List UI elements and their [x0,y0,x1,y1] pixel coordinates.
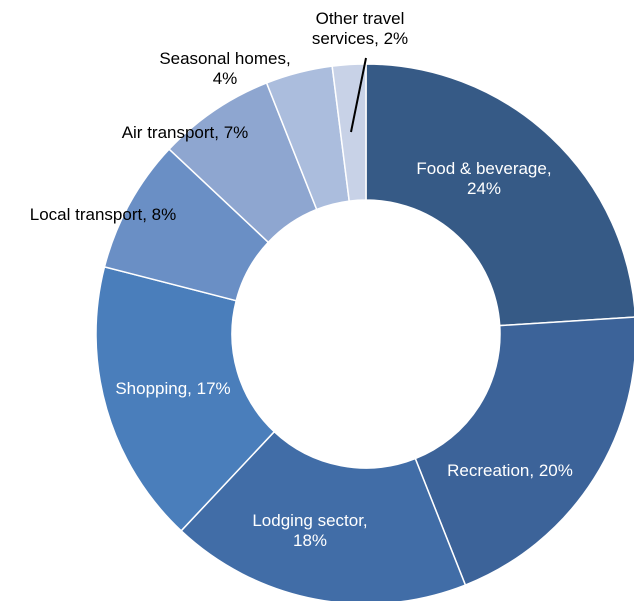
label-line: Food & beverage, [416,159,551,178]
label-line: Other travel [316,9,405,28]
label-line: 24% [467,179,501,198]
donut-slice [365,63,634,327]
label-line: Local transport, 8% [30,205,176,224]
label-line: 18% [293,531,327,550]
data-label: Local transport, 8% [30,205,176,224]
data-label: Seasonal homes, 4% [159,49,290,88]
donut-slice [95,265,276,532]
leader-line [350,57,367,133]
label-line: Air transport, 7% [122,123,249,142]
data-label: Air transport, 7% [122,123,249,142]
data-label: Food & beverage, 24% [416,159,551,198]
label-line: Lodging sector, [252,511,367,530]
label-line: Shopping, 17% [115,379,230,398]
label-line: 4% [213,69,238,88]
label-line: Seasonal homes, [159,49,290,68]
data-label: Other travel services, 2% [312,9,408,48]
label-line: Recreation, 20% [447,461,573,480]
data-label: Shopping, 17% [115,379,230,398]
label-line: services, 2% [312,29,408,48]
donut-slice [414,316,634,587]
data-label: Recreation, 20% [447,461,573,480]
data-label: Lodging sector, 18% [252,511,367,550]
donut-slice [180,430,467,601]
